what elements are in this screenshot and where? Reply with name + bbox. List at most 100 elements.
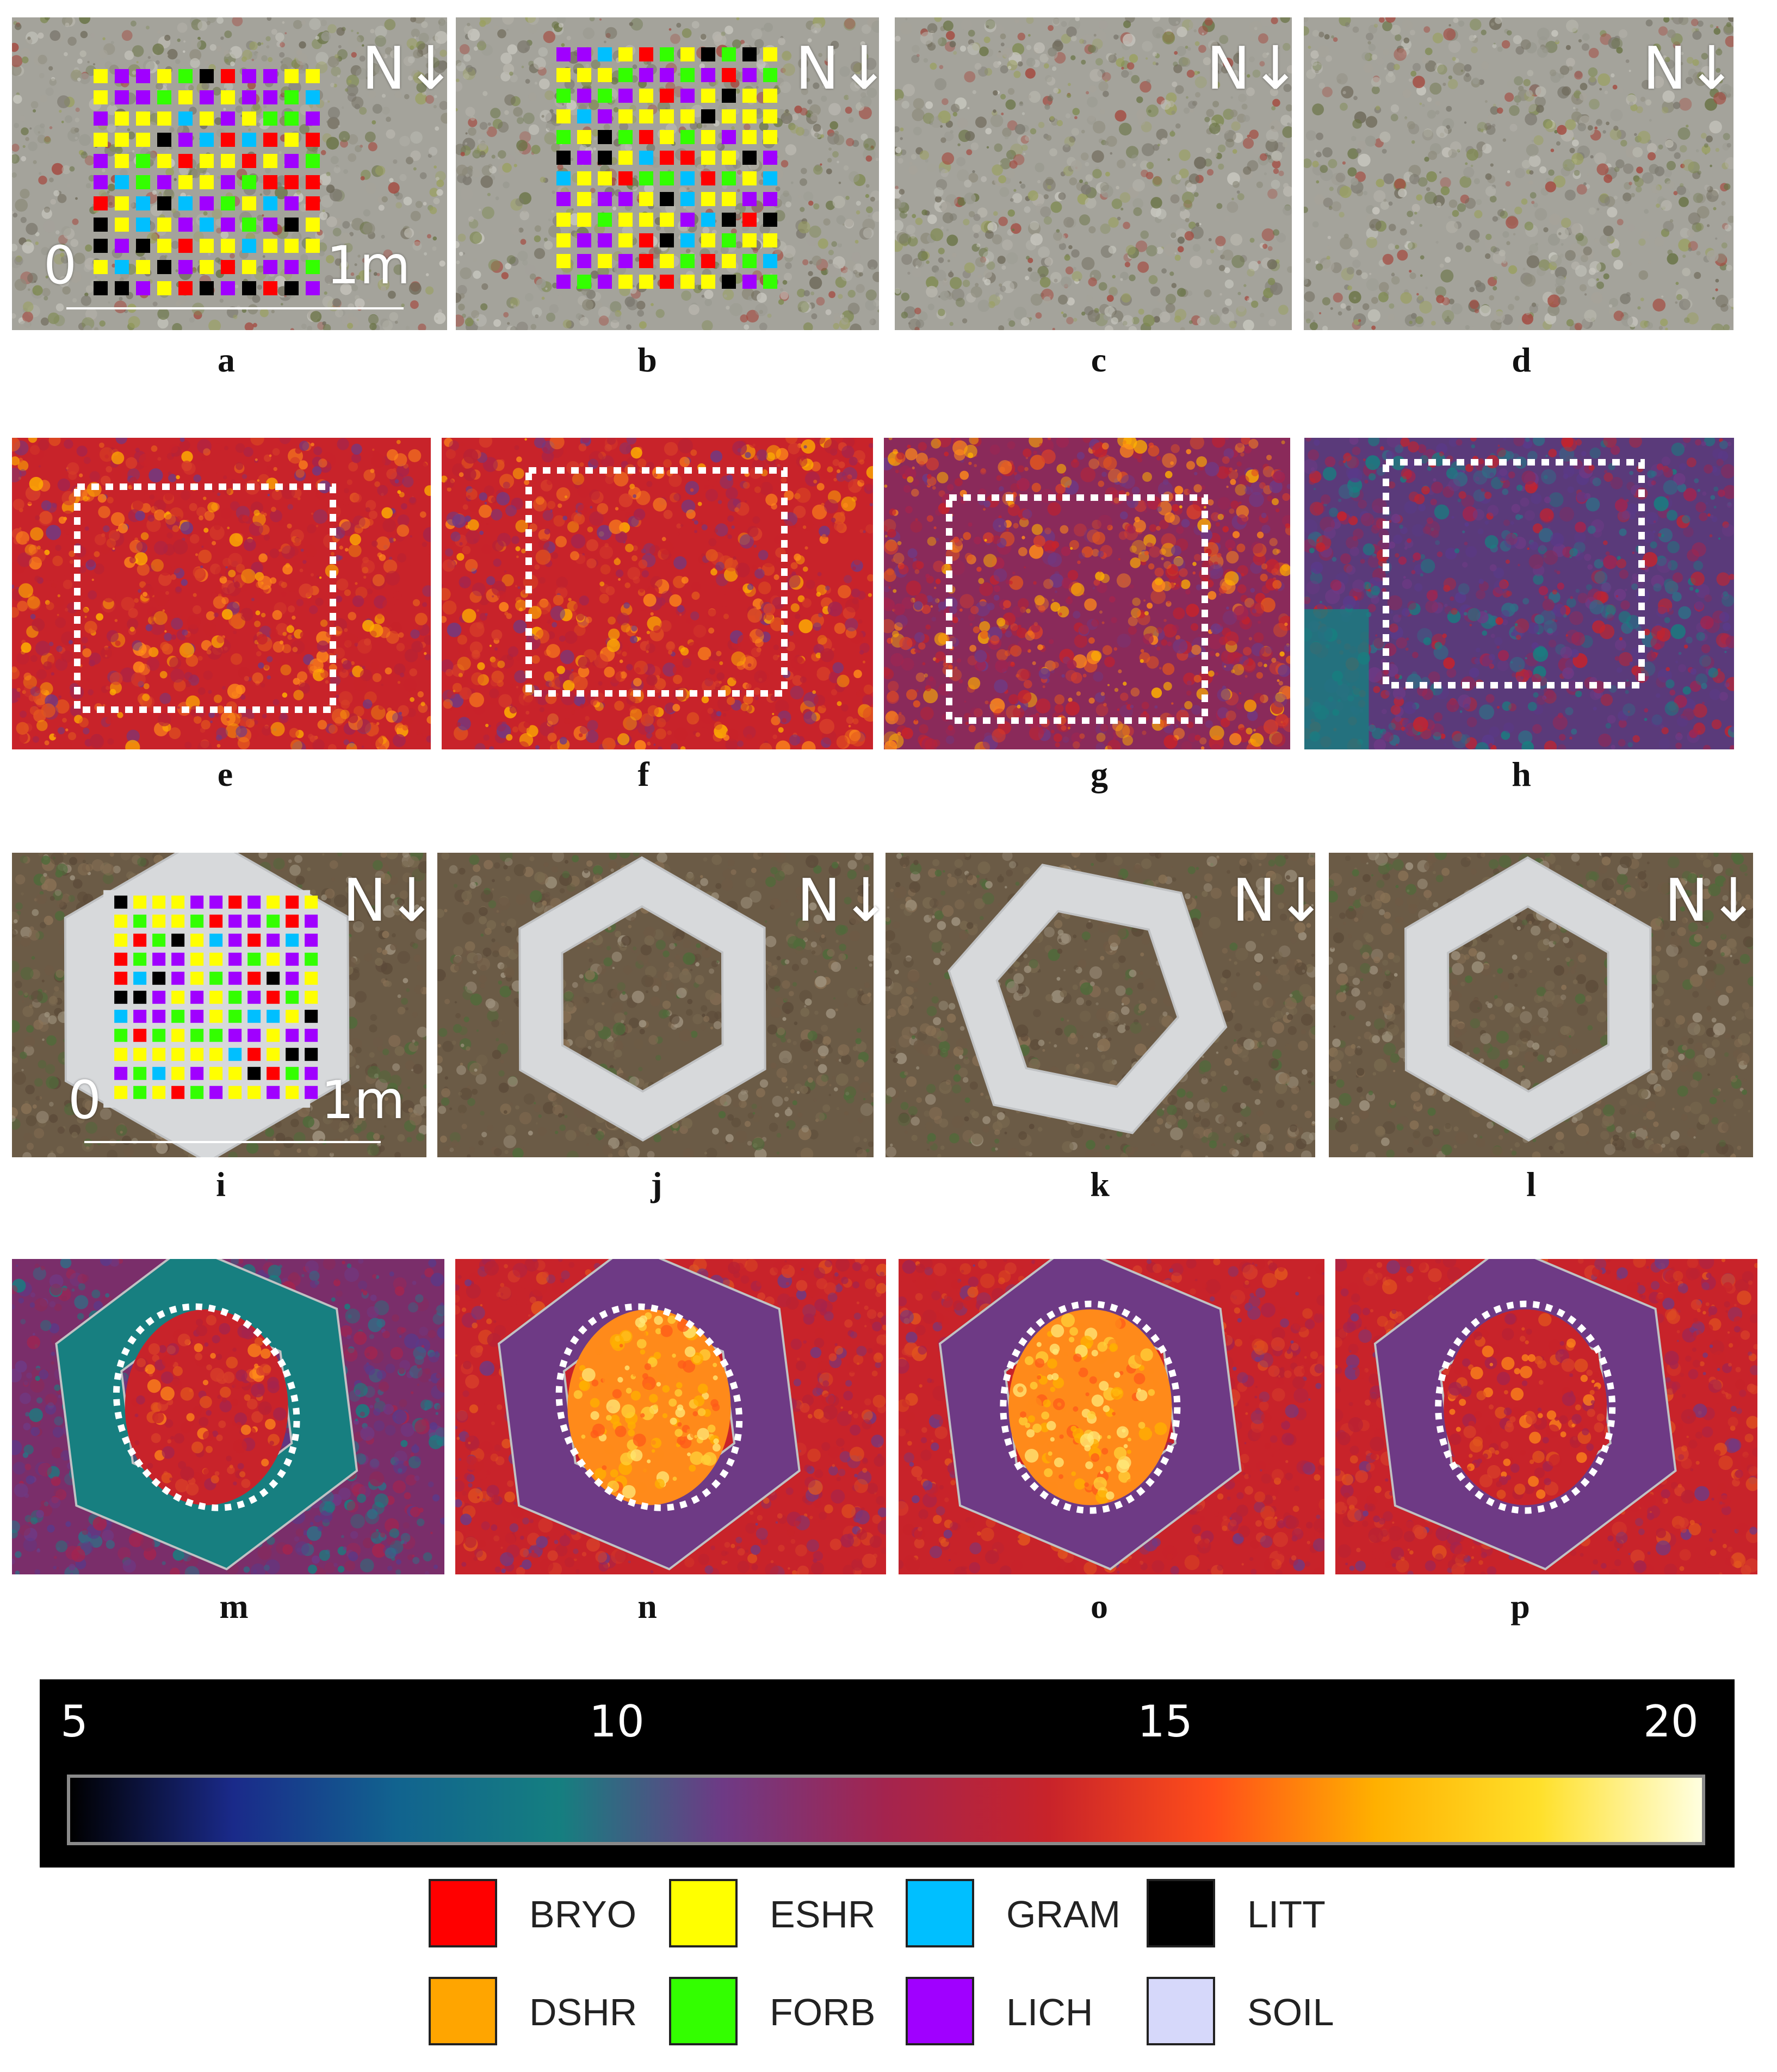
quadrat-point — [701, 275, 715, 289]
quadrat-point — [242, 218, 256, 232]
panel-graphic — [442, 438, 873, 749]
quadrat-point — [742, 254, 757, 268]
quadrat-point — [618, 109, 633, 123]
panel-g-image — [884, 438, 1290, 749]
quadrat-point — [701, 89, 715, 103]
quadrat-point — [94, 154, 108, 168]
panel-graphic — [455, 1259, 886, 1574]
quadrat-point — [660, 109, 674, 123]
open-top-chamber — [948, 864, 1228, 1134]
quadrat-point — [247, 1047, 261, 1061]
north-indicator-k: N↓ — [1232, 870, 1326, 930]
panel-label-f: f — [637, 755, 649, 793]
quadrat-point — [763, 192, 777, 206]
quadrat-point — [200, 90, 214, 104]
quadrat-point — [115, 281, 129, 295]
quadrat-point — [171, 1085, 185, 1099]
quadrat-point — [263, 260, 277, 274]
quadrat-point — [190, 971, 204, 985]
quadrat-point — [639, 68, 653, 82]
quadrat-point — [171, 990, 185, 1004]
panel-graphic — [1304, 438, 1734, 749]
quadrat-point — [200, 154, 214, 168]
quadrat-point — [209, 971, 223, 985]
quadrat-point — [190, 1047, 204, 1061]
quadrat-point — [701, 68, 715, 82]
quadrat-point — [306, 196, 320, 210]
quadrat-point — [618, 213, 633, 227]
quadrat-point — [556, 275, 571, 289]
north-arrow-icon: ↓ — [1686, 33, 1737, 103]
quadrat-point — [228, 1085, 242, 1099]
quadrat-point — [157, 69, 171, 83]
quadrat-point — [701, 213, 715, 227]
quadrat-point — [171, 1028, 185, 1042]
quadrat-point — [228, 990, 242, 1004]
quadrat-point — [190, 952, 204, 966]
panel-label-a: a — [218, 340, 235, 379]
quadrat-point — [152, 1009, 166, 1023]
quadrat-point — [263, 239, 277, 253]
quadrat-point — [133, 1085, 147, 1099]
quadrat-point — [680, 171, 695, 185]
quadrat-point — [286, 1066, 299, 1080]
quadrat-point — [284, 281, 299, 295]
quadrat-point — [763, 233, 777, 247]
quadrat-point — [660, 47, 674, 61]
quadrat-point — [242, 90, 256, 104]
quadrat-point — [305, 1009, 318, 1023]
quadrat-point — [114, 933, 128, 947]
quadrat-point — [556, 171, 571, 185]
quadrat-point — [209, 895, 223, 909]
quadrat-point — [263, 196, 277, 210]
quadrat-point — [247, 1066, 261, 1080]
quadrat-point — [136, 239, 150, 253]
temperature-colorbar: 5 10 15 20 — [40, 1679, 1735, 1868]
quadrat-point — [577, 275, 591, 289]
panel-n-image — [455, 1259, 886, 1574]
panel-label-m: m — [219, 1587, 249, 1626]
quadrat-point — [152, 1085, 166, 1099]
quadrat-point — [305, 1066, 318, 1080]
quadrat-point — [722, 213, 736, 227]
quadrat-point — [577, 130, 591, 144]
quadrat-point — [178, 281, 193, 295]
quadrat-point — [598, 151, 612, 165]
quadrat-point — [171, 933, 185, 947]
quadrat-point — [618, 192, 633, 206]
legend-item-forb: FORB — [669, 1977, 887, 2048]
quadrat-point — [209, 933, 223, 947]
quadrat-point — [221, 154, 235, 168]
quadrat-point — [263, 154, 277, 168]
quadrat-point — [286, 933, 299, 947]
quadrat-point — [284, 260, 299, 274]
colorbar-gradient — [67, 1775, 1705, 1845]
quadrat-point — [115, 260, 129, 274]
quadrat-point — [660, 233, 674, 247]
quadrat-point — [618, 89, 633, 103]
quadrat-point — [267, 895, 280, 909]
quadrat-point — [267, 1085, 280, 1099]
north-indicator-b: N↓ — [795, 38, 889, 98]
quadrat-point — [228, 971, 242, 985]
quadrat-point — [763, 151, 777, 165]
quadrat-point — [136, 69, 150, 83]
quadrat-point — [228, 933, 242, 947]
quadrat-point — [242, 196, 256, 210]
quadrat-point — [221, 133, 235, 147]
quadrat-point — [598, 109, 612, 123]
quadrat-point — [136, 111, 150, 126]
quadrat-point — [618, 130, 633, 144]
quadrat-point — [115, 133, 129, 147]
quadrat-point — [133, 933, 147, 947]
quadrat-point — [598, 213, 612, 227]
quadrat-point — [284, 69, 299, 83]
quadrat-point — [305, 914, 318, 928]
quadrat-point — [178, 133, 193, 147]
quadrat-point — [742, 275, 757, 289]
panel-graphic — [437, 853, 874, 1157]
quadrat-point — [114, 1066, 128, 1080]
panel-label-e: e — [217, 755, 233, 793]
north-indicator-c: N↓ — [1206, 38, 1301, 98]
quadrat-point — [722, 254, 736, 268]
